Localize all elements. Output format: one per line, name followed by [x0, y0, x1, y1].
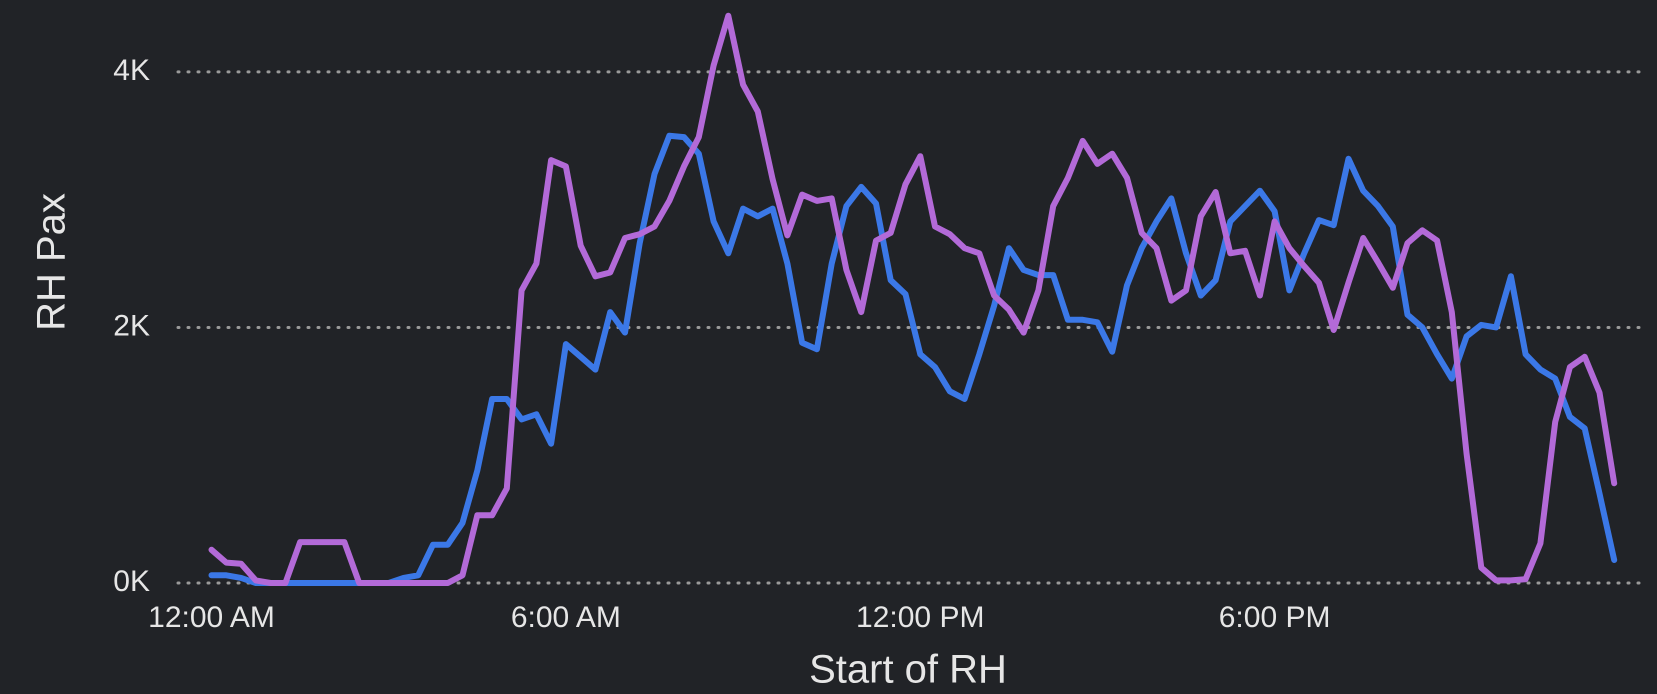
x-tick-label: 6:00 AM	[511, 601, 621, 634]
x-tick-label: 6:00 PM	[1219, 601, 1331, 634]
y-tick-label: 0K	[113, 565, 150, 598]
y-axis-title: RH Pax	[30, 193, 74, 331]
y-tick-label: 4K	[113, 54, 150, 87]
x-tick-label: 12:00 AM	[148, 601, 275, 634]
data-line	[208, 132, 1618, 586]
x-tick-label: 12:00 PM	[856, 601, 984, 634]
y-tick-label: 2K	[113, 309, 150, 342]
x-axis-title: Start of RH	[809, 648, 1007, 692]
data-line	[208, 12, 1618, 586]
